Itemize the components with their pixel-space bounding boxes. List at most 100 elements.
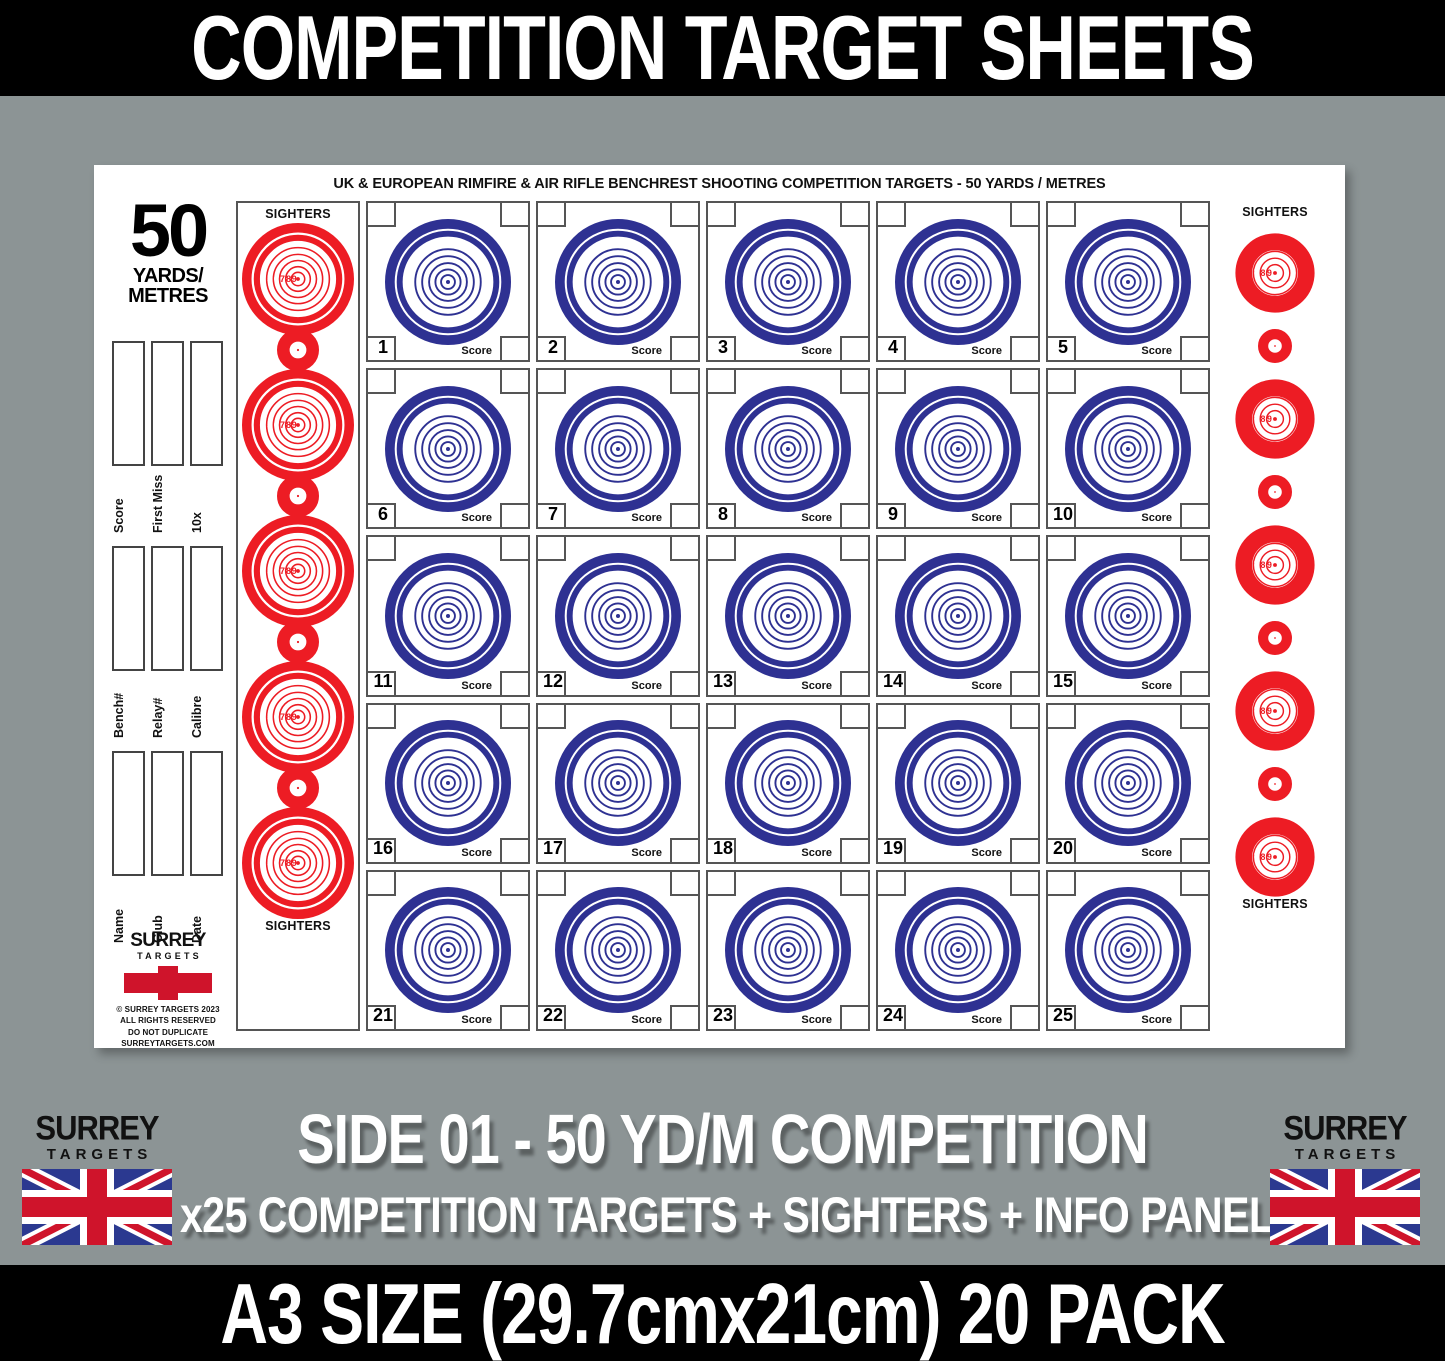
corner-box-top-right[interactable] xyxy=(500,201,530,227)
corner-box-top-right[interactable] xyxy=(1010,535,1040,562)
corner-box-top-left[interactable] xyxy=(706,201,736,227)
sighter-target-small[interactable] xyxy=(1216,329,1334,363)
field-10x[interactable]: 10x xyxy=(190,341,223,533)
corner-box-top-left[interactable] xyxy=(366,869,396,896)
corner-box-top-right[interactable] xyxy=(670,869,700,896)
field-name[interactable]: Name xyxy=(112,751,145,943)
field-score[interactable]: Score xyxy=(112,341,145,533)
corner-box-bottom-right[interactable] xyxy=(500,503,530,530)
corner-box-top-right[interactable] xyxy=(1010,702,1040,729)
sighter-target-small[interactable] xyxy=(1216,475,1334,509)
target-cell[interactable]: 2 Score xyxy=(536,201,700,363)
corner-box-bottom-right[interactable] xyxy=(1010,1004,1040,1031)
target-cell[interactable]: 24 Score xyxy=(876,869,1040,1031)
corner-box-bottom-left[interactable] xyxy=(366,837,396,864)
corner-box-top-right[interactable] xyxy=(1180,201,1210,227)
target-cell[interactable]: 3 Score xyxy=(706,201,870,363)
corner-box-bottom-left[interactable] xyxy=(876,670,906,697)
corner-box-bottom-right[interactable] xyxy=(840,837,870,864)
field-calibre-box[interactable] xyxy=(190,546,223,671)
corner-box-bottom-right[interactable] xyxy=(670,336,700,363)
target-cell[interactable]: 12 Score xyxy=(536,535,700,697)
target-cell[interactable]: 15 Score xyxy=(1046,535,1210,697)
corner-box-top-left[interactable] xyxy=(366,201,396,227)
corner-box-top-left[interactable] xyxy=(1046,702,1076,729)
corner-box-bottom-left[interactable] xyxy=(366,670,396,697)
target-cell[interactable]: 17 Score xyxy=(536,702,700,864)
target-cell[interactable]: 10 Score xyxy=(1046,368,1210,530)
corner-box-bottom-left[interactable] xyxy=(366,336,396,363)
corner-box-top-right[interactable] xyxy=(1180,535,1210,562)
corner-box-top-right[interactable] xyxy=(840,201,870,227)
sighter-target-small[interactable] xyxy=(238,621,358,663)
corner-box-bottom-right[interactable] xyxy=(670,670,700,697)
sighter-target-small[interactable] xyxy=(238,767,358,809)
corner-box-bottom-left[interactable] xyxy=(876,837,906,864)
corner-box-bottom-right[interactable] xyxy=(1010,503,1040,530)
corner-box-top-left[interactable] xyxy=(366,368,396,395)
corner-box-bottom-left[interactable] xyxy=(706,1004,736,1031)
corner-box-top-right[interactable] xyxy=(1180,869,1210,896)
target-cell[interactable]: 5 Score xyxy=(1046,201,1210,363)
corner-box-top-right[interactable] xyxy=(1180,368,1210,395)
target-cell[interactable]: 4 Score xyxy=(876,201,1040,363)
corner-box-top-right[interactable] xyxy=(670,702,700,729)
corner-box-bottom-right[interactable] xyxy=(500,837,530,864)
field-relay[interactable]: Relay# xyxy=(151,546,184,738)
corner-box-bottom-right[interactable] xyxy=(1180,336,1210,363)
sighter-target-small[interactable] xyxy=(1216,767,1334,801)
corner-box-top-right[interactable] xyxy=(670,201,700,227)
corner-box-bottom-left[interactable] xyxy=(536,837,566,864)
corner-box-top-right[interactable] xyxy=(840,869,870,896)
field-score-box[interactable] xyxy=(112,341,145,466)
corner-box-bottom-right[interactable] xyxy=(670,837,700,864)
corner-box-bottom-right[interactable] xyxy=(1010,336,1040,363)
target-cell[interactable]: 18 Score xyxy=(706,702,870,864)
field-date-box[interactable] xyxy=(190,751,223,876)
corner-box-top-left[interactable] xyxy=(876,201,906,227)
corner-box-top-right[interactable] xyxy=(1010,869,1040,896)
corner-box-top-right[interactable] xyxy=(1010,201,1040,227)
sighter-target-small[interactable] xyxy=(238,475,358,517)
corner-box-top-left[interactable] xyxy=(366,535,396,562)
corner-box-bottom-right[interactable] xyxy=(840,336,870,363)
corner-box-bottom-right[interactable] xyxy=(670,1004,700,1031)
corner-box-bottom-right[interactable] xyxy=(840,670,870,697)
corner-box-bottom-right[interactable] xyxy=(1180,503,1210,530)
corner-box-bottom-left[interactable] xyxy=(536,670,566,697)
field-bench-box[interactable] xyxy=(112,546,145,671)
corner-box-top-right[interactable] xyxy=(840,702,870,729)
corner-box-bottom-right[interactable] xyxy=(1180,670,1210,697)
target-cell[interactable]: 1 Score xyxy=(366,201,530,363)
sighter-target-small[interactable] xyxy=(238,329,358,371)
corner-box-bottom-right[interactable] xyxy=(1010,837,1040,864)
target-cell[interactable]: 19 Score xyxy=(876,702,1040,864)
corner-box-bottom-right[interactable] xyxy=(840,1004,870,1031)
field-club-box[interactable] xyxy=(151,751,184,876)
target-cell[interactable]: 14 Score xyxy=(876,535,1040,697)
target-cell[interactable]: 13 Score xyxy=(706,535,870,697)
corner-box-bottom-right[interactable] xyxy=(840,503,870,530)
corner-box-top-left[interactable] xyxy=(1046,201,1076,227)
corner-box-top-left[interactable] xyxy=(1046,869,1076,896)
target-cell[interactable]: 20 Score xyxy=(1046,702,1210,864)
corner-box-bottom-left[interactable] xyxy=(1046,336,1076,363)
target-cell[interactable]: 25 Score xyxy=(1046,869,1210,1031)
target-cell[interactable]: 21 Score xyxy=(366,869,530,1031)
field-first-miss-box[interactable] xyxy=(151,341,184,466)
corner-box-bottom-left[interactable] xyxy=(536,336,566,363)
corner-box-top-right[interactable] xyxy=(500,368,530,395)
corner-box-bottom-left[interactable] xyxy=(706,670,736,697)
corner-box-top-left[interactable] xyxy=(706,535,736,562)
corner-box-bottom-left[interactable] xyxy=(876,336,906,363)
corner-box-bottom-left[interactable] xyxy=(876,503,906,530)
field-date[interactable]: Date xyxy=(190,751,223,943)
target-cell[interactable]: 22 Score xyxy=(536,869,700,1031)
field-name-box[interactable] xyxy=(112,751,145,876)
